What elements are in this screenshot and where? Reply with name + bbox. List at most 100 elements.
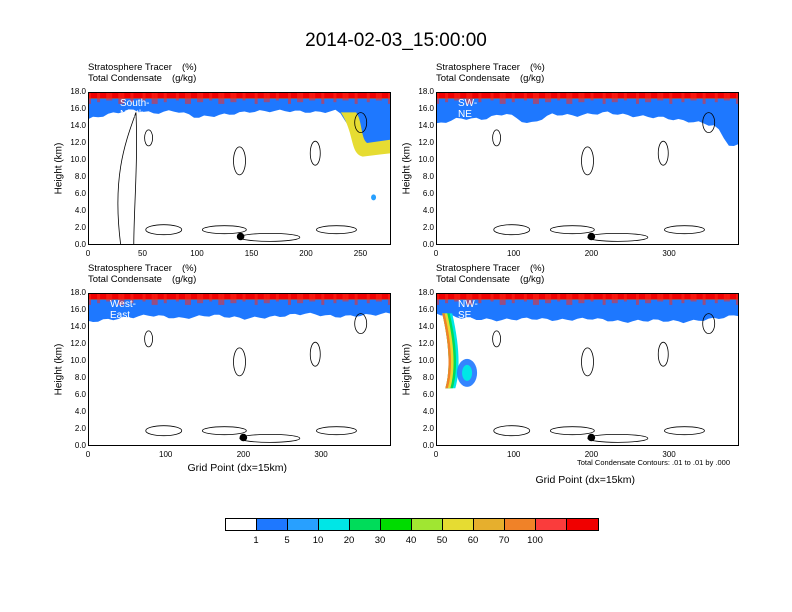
strat-streak (309, 293, 313, 302)
panel-header-condensate: Total Condensate (g/kg) (436, 274, 544, 285)
colorbar-level-label: 70 (498, 535, 510, 546)
strat-streak (545, 92, 549, 103)
strat-streak (545, 293, 549, 304)
condensate-units: (g/kg) (519, 274, 545, 285)
y-tick-label: 2.0 (422, 424, 434, 433)
x-tick-label: 0 (433, 450, 439, 459)
strat-streak (548, 293, 552, 304)
colorbar-box-0 (226, 519, 257, 530)
strat-streak (197, 293, 201, 304)
colorbar-box-8 (474, 519, 505, 530)
strat-streak (387, 293, 391, 305)
strat-streak (660, 92, 664, 101)
y-tick-label: 6.0 (74, 189, 86, 198)
y-tick-label: 18.0 (70, 87, 86, 96)
strat-streak (681, 92, 685, 103)
strat-streak (175, 92, 179, 101)
location-marker (239, 433, 248, 442)
strat-streak (106, 92, 110, 101)
colorbar-level-label: 60 (467, 535, 479, 546)
y-tick-label: 16.0 (70, 305, 86, 314)
panel-header-tracer: Stratosphere Tracer (%) (436, 263, 545, 274)
condensate-contour-0 (493, 425, 531, 437)
y-tick-label: 0.0 (422, 441, 434, 450)
strat-streak (635, 293, 639, 305)
strat-streak (645, 92, 649, 103)
sn-column-contour (117, 112, 137, 245)
strat-streak (266, 293, 270, 304)
x-tick-label: 100 (507, 450, 521, 459)
strat-streak (478, 92, 482, 103)
y-tick-label: 6.0 (422, 189, 434, 198)
colorbar-level-label: 50 (436, 535, 448, 546)
page-title: 2014-02-03_15:00:00 (305, 30, 487, 51)
condensate-contour-3 (316, 426, 357, 436)
strat-streak (233, 92, 237, 103)
strat-streak (454, 92, 458, 101)
strat-streak (366, 92, 370, 103)
strat-streak (693, 92, 697, 101)
strat-streak (693, 293, 697, 302)
condensate-contour-0 (145, 425, 183, 437)
tracer-100-band (436, 92, 739, 99)
strat-streak (163, 92, 167, 103)
strat-streak (557, 293, 561, 302)
panel-name: SW-NE (458, 98, 478, 120)
y-tick-label: 0.0 (422, 240, 434, 249)
strat-streak (375, 92, 379, 101)
tracer-100-band (88, 92, 391, 99)
strat-streak (690, 92, 694, 101)
y-tick-label: 10.0 (70, 356, 86, 365)
strat-streak (602, 92, 606, 104)
strat-streak (569, 293, 573, 305)
strat-streak (233, 293, 237, 304)
colorbar-box-4 (350, 519, 381, 530)
y-tick-label: 8.0 (422, 172, 434, 181)
y-tick-label: 0.0 (74, 240, 86, 249)
y-tick-label: 16.0 (70, 104, 86, 113)
condensate-label: Total Condensate (436, 73, 510, 84)
condensate-contour-5 (657, 341, 669, 367)
colorbar-level-label: 1 (253, 535, 259, 546)
strat-streak (321, 293, 325, 305)
x-tick-label: 0 (433, 249, 439, 258)
tracer-label: Stratosphere Tracer (436, 62, 520, 73)
condensate-contour-3 (664, 225, 705, 235)
strat-streak (230, 293, 234, 304)
condensate-contour-7 (702, 313, 716, 335)
strat-streak (490, 293, 494, 302)
tracer-units: (%) (529, 62, 545, 73)
condensate-label: Total Condensate (88, 73, 162, 84)
strat-streak (354, 293, 358, 305)
x-tick-label: 200 (584, 450, 599, 459)
panel-name: NW-SE (458, 299, 478, 321)
condensate-contour-5 (309, 341, 321, 367)
condensate-label: Total Condensate (436, 274, 510, 285)
strat-streak (151, 293, 155, 305)
strat-streak (466, 293, 470, 305)
strat-streak (221, 92, 225, 104)
strat-streak (702, 92, 706, 104)
tracer-units: (%) (529, 263, 545, 274)
strat-streak (469, 293, 473, 305)
strat-streak (511, 293, 515, 304)
strat-streak (457, 293, 461, 302)
strat-streak (184, 92, 188, 104)
colorbar-box-3 (319, 519, 350, 530)
tracer-label: Stratosphere Tracer (436, 263, 520, 274)
x-tick-label: 100 (159, 450, 173, 459)
strat-streak (275, 293, 279, 302)
strat-streak (581, 293, 585, 304)
y-axis-title: Height (km) (401, 142, 413, 194)
strat-streak (614, 92, 618, 103)
strat-streak (523, 92, 527, 101)
condensate-contour-3 (664, 426, 705, 436)
strat-streak (154, 293, 158, 305)
colorbar-level-label: 10 (312, 535, 324, 546)
strat-streak (209, 293, 213, 302)
strat-streak (669, 293, 673, 305)
x-tick-label: 100 (507, 249, 521, 258)
strat-streak (200, 293, 204, 304)
y-tick-label: 2.0 (74, 424, 86, 433)
strat-streak (569, 92, 573, 104)
